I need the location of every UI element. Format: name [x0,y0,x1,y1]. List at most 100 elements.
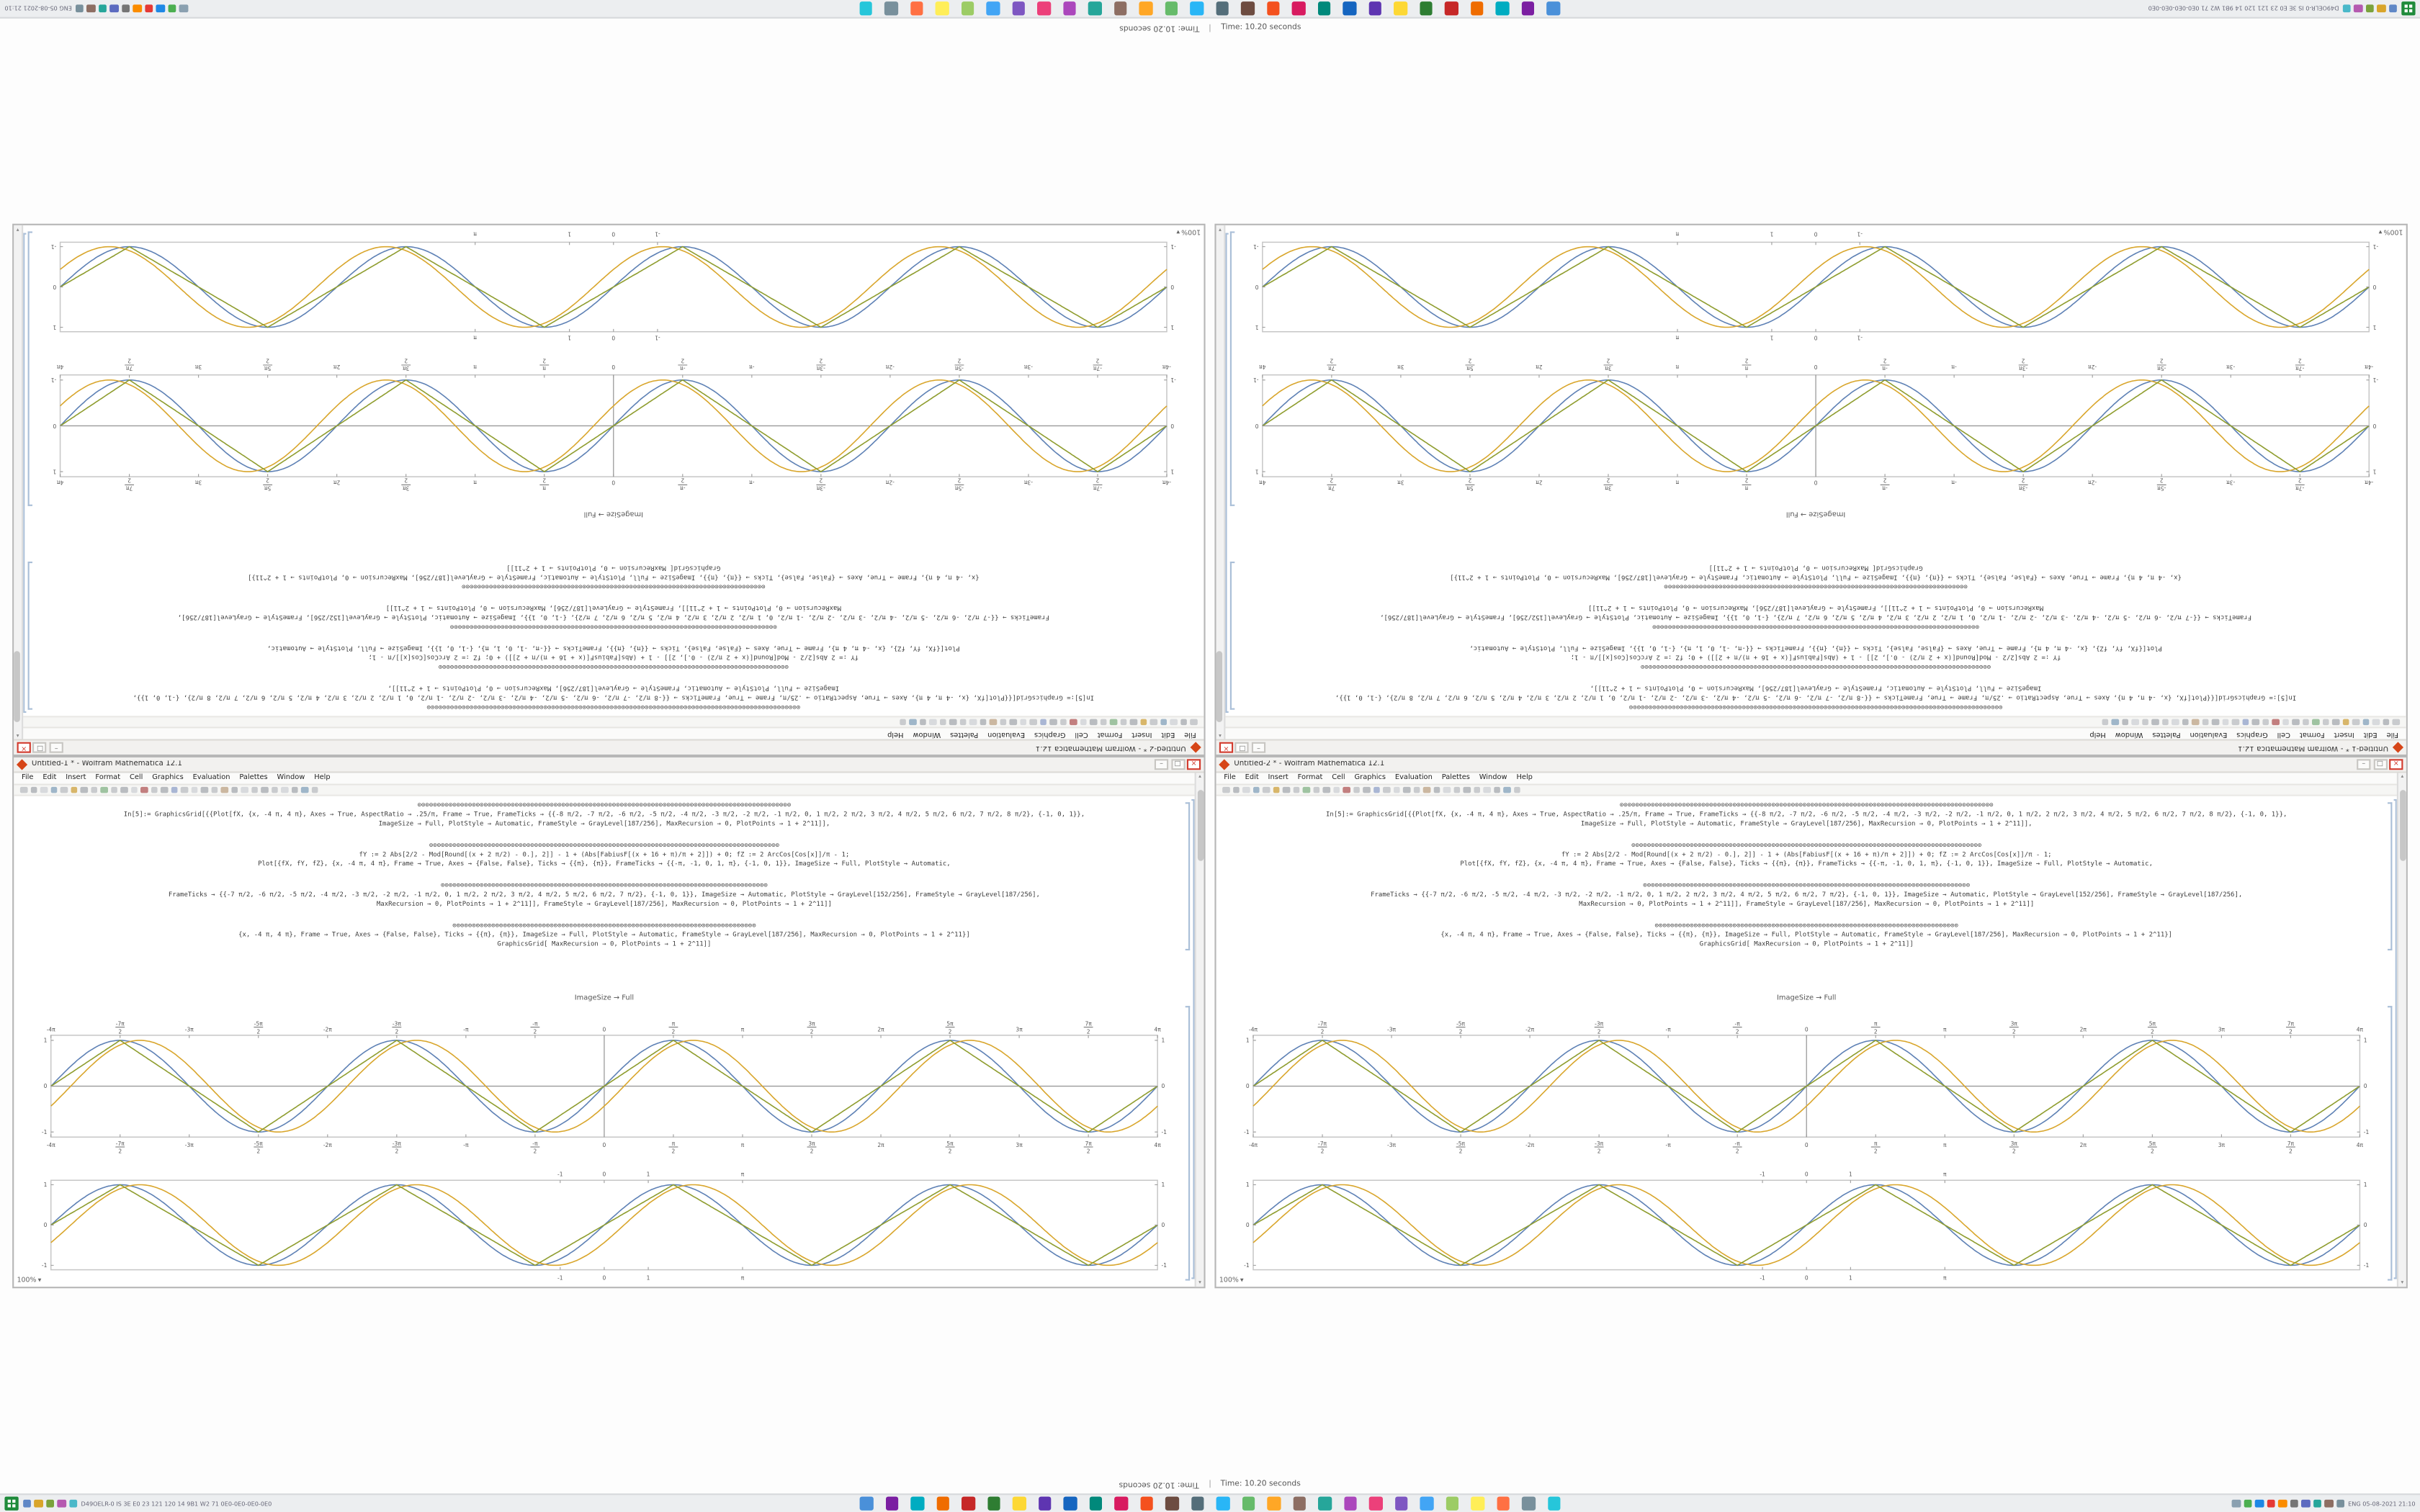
app-icon[interactable] [1368,1,1382,15]
app-icon[interactable] [2142,719,2149,726]
app-icon[interactable] [969,719,977,726]
scroll-thumb[interactable] [1216,651,1224,722]
close-button[interactable]: × [1186,758,1201,770]
close-button[interactable]: × [2389,758,2403,770]
code-cell[interactable]: ⊙⊙⊙⊙⊙⊙⊙⊙⊙⊙⊙⊙⊙⊙⊙⊙⊙⊙⊙⊙⊙⊙⊙⊙⊙⊙⊙⊙⊙⊙⊙⊙⊙⊙⊙⊙⊙⊙⊙⊙… [14,841,1194,869]
app-icon[interactable] [2378,4,2386,13]
app-icon[interactable] [1394,1,1408,15]
cell-bracket-outer[interactable] [2393,799,2397,1279]
tray-language-date[interactable]: ENG 05-08-2021 21:10 [4,4,72,13]
app-icon[interactable] [1063,1497,1077,1511]
app-icon[interactable] [200,786,208,793]
start-button[interactable] [4,1496,19,1511]
cell-bracket-code[interactable] [2388,802,2392,950]
app-icon[interactable] [1343,1,1357,15]
app-icon[interactable] [90,786,97,793]
app-icon[interactable] [2262,719,2270,726]
app-icon[interactable] [160,786,168,793]
app-icon[interactable] [167,4,176,13]
code-line[interactable]: In[5]:= GraphicsGrid[{{Plot[fX, {x, -4 π… [1216,810,2397,819]
app-icon[interactable] [1140,719,1148,726]
app-icon[interactable] [959,719,967,726]
app-icon[interactable] [1139,1,1153,15]
plot-output-frameticks[interactable]: -4π -4π -7π 2 -7π 2 -3π -3π -5π 2 -5π 2 -2π -2π -3π 2 -3… [1229,1017,2385,1156]
app-icon[interactable] [859,1,873,15]
code-line[interactable]: GraphicsGrid[ MaxRecursion → 0, PlotPoin… [1225,563,2406,572]
code-line[interactable]: Plot[{fX, fY, fZ}, {x, -4 π, 4 π}, Frame… [1216,860,2397,869]
vertical-scrollbar[interactable]: ▴ ▾ [14,225,24,739]
app-icon[interactable] [1232,786,1240,793]
maximize-button[interactable]: □ [33,742,48,754]
app-icon[interactable] [75,4,84,13]
app-icon[interactable] [50,786,58,793]
minimize-button[interactable]: – [1251,742,1266,754]
app-icon[interactable] [1165,1497,1179,1511]
menu-edit[interactable]: Edit [42,774,57,783]
app-icon[interactable] [1463,786,1471,793]
app-icon[interactable] [1373,786,1380,793]
app-icon[interactable] [230,786,238,793]
code-line[interactable]: ⊙⊙⊙⊙⊙⊙⊙⊙⊙⊙⊙⊙⊙⊙⊙⊙⊙⊙⊙⊙⊙⊙⊙⊙⊙⊙⊙⊙⊙⊙⊙⊙⊙⊙⊙⊙⊙⊙⊙⊙… [23,662,1204,671]
plot-output-framed[interactable]: -1 -1 0 0 1 1 π π -1 -1 0 0 1 1 [1238,230,2394,344]
menu-edit[interactable]: Edit [2363,729,2378,738]
app-icon[interactable] [1496,1,1510,15]
scroll-down-icon[interactable]: ▾ [2401,1279,2404,1285]
app-icon[interactable] [1363,786,1370,793]
menu-help[interactable]: Help [887,729,904,738]
app-icon[interactable] [2278,1499,2287,1508]
cell-bracket-code[interactable] [28,562,32,710]
app-icon[interactable] [1282,786,1290,793]
code-line[interactable]: In[5]:= GraphicsGrid[{{Plot[fX, {x, -4 π… [14,810,1194,819]
close-button[interactable]: × [1219,742,1234,754]
app-icon[interactable] [2366,4,2375,13]
maximize-button[interactable]: □ [1235,742,1250,754]
app-icon[interactable] [2102,719,2110,726]
notebook-content[interactable]: ⊙⊙⊙⊙⊙⊙⊙⊙⊙⊙⊙⊙⊙⊙⊙⊙⊙⊙⊙⊙⊙⊙⊙⊙⊙⊙⊙⊙⊙⊙⊙⊙⊙⊙⊙⊙⊙⊙⊙⊙… [23,225,1204,716]
app-icon[interactable] [949,719,957,726]
menu-help[interactable]: Help [2089,729,2106,738]
app-icon[interactable] [80,786,88,793]
app-icon[interactable] [2362,719,2370,726]
app-icon[interactable] [1312,786,1320,793]
app-icon[interactable] [109,4,119,13]
app-icon[interactable] [45,1499,54,1508]
menu-evaluation[interactable]: Evaluation [1394,774,1433,783]
app-icon[interactable] [1445,1,1458,15]
close-button[interactable]: × [17,742,31,754]
app-icon[interactable] [2132,719,2139,726]
scroll-up-icon[interactable]: ▴ [16,732,19,739]
code-cell[interactable]: ⊙⊙⊙⊙⊙⊙⊙⊙⊙⊙⊙⊙⊙⊙⊙⊙⊙⊙⊙⊙⊙⊙⊙⊙⊙⊙⊙⊙⊙⊙⊙⊙⊙⊙⊙⊙⊙⊙⊙⊙… [14,921,1194,949]
code-cell[interactable]: ⊙⊙⊙⊙⊙⊙⊙⊙⊙⊙⊙⊙⊙⊙⊙⊙⊙⊙⊙⊙⊙⊙⊙⊙⊙⊙⊙⊙⊙⊙⊙⊙⊙⊙⊙⊙⊙⊙⊙⊙… [14,881,1194,909]
start-button[interactable] [2401,1,2416,16]
app-icon[interactable] [1114,1,1128,15]
app-icon[interactable] [1394,1497,1408,1511]
code-line[interactable]: In[5]:= GraphicsGrid[{{Plot[fX, {x, -4 π… [23,693,1204,702]
code-line[interactable]: FrameTicks → {{-7 π/2, -6 π/2, -5 π/2, -… [23,613,1204,622]
app-icon[interactable] [990,719,998,726]
app-icon[interactable] [1252,786,1260,793]
app-icon[interactable] [1000,719,1008,726]
app-icon[interactable] [121,4,130,13]
app-icon[interactable] [2232,719,2240,726]
app-icon[interactable] [60,786,68,793]
app-icon[interactable] [930,719,937,726]
app-icon[interactable] [936,1497,949,1511]
app-icon[interactable] [1070,719,1077,726]
app-icon[interactable] [2342,719,2350,726]
app-icon[interactable] [1420,1,1433,15]
cell-bracket-outer[interactable] [1191,799,1195,1279]
vertical-scrollbar[interactable]: ▴ ▾ [1194,773,1204,1287]
app-icon[interactable] [2222,719,2230,726]
menu-edit[interactable]: Edit [1245,774,1259,783]
app-icon[interactable] [1241,1,1255,15]
menu-graphics[interactable]: Graphics [1034,729,1066,738]
app-icon[interactable] [2252,719,2260,726]
app-icon[interactable] [22,1499,31,1508]
code-line[interactable]: fY := 2 Abs[2/2 - Mod[Round[(x + 2 π/2) … [23,652,1204,662]
app-icon[interactable] [40,786,48,793]
app-icon[interactable] [1332,786,1340,793]
app-icon[interactable] [936,1,949,15]
app-icon[interactable] [1318,1,1332,15]
menu-format[interactable]: Format [1097,729,1123,738]
app-icon[interactable] [1242,786,1250,793]
